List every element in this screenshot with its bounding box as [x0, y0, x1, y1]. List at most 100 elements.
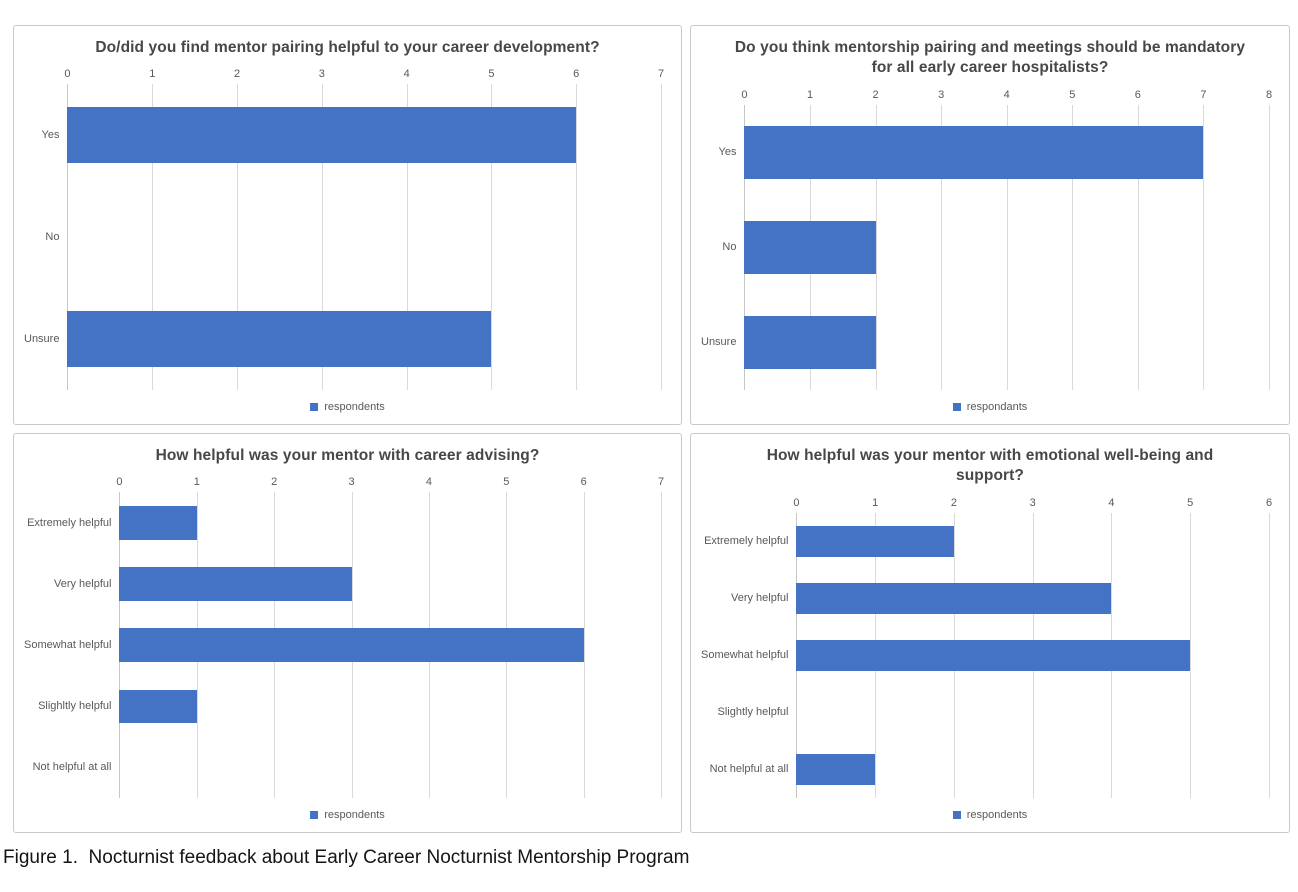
x-tick-label: 6 — [573, 68, 580, 81]
x-tick-label: 3 — [318, 68, 325, 81]
x-tick-label: 2 — [950, 496, 958, 509]
gridline — [1072, 104, 1074, 390]
chart-body: 0 1 2 3 4 5 6 7 Yes No Unsure — [24, 64, 664, 390]
legend-swatch-icon — [310, 403, 319, 411]
category-label: Very helpful — [730, 592, 789, 605]
bar-row — [744, 200, 1269, 295]
axis-corner — [24, 472, 119, 492]
x-axis-ticks: 0 1 2 3 4 5 6 7 — [64, 64, 664, 84]
bar-rows — [119, 492, 661, 798]
gridline — [1269, 104, 1270, 390]
chart-title: Do you think mentorship pairing and meet… — [734, 39, 1246, 77]
chart-body: 0 1 2 3 4 5 6 7 Extremely helpful Very helpful So… — [24, 472, 664, 798]
chart-body: 0 1 2 3 4 5 6 Extremely helpful Very helpful Som… — [701, 493, 1273, 798]
legend: respondants — [691, 394, 1289, 420]
gridline — [406, 84, 408, 390]
bar-row — [796, 570, 1269, 627]
bar-row — [119, 492, 661, 553]
x-tick-label: 1 — [193, 476, 200, 489]
legend-label: respondents — [324, 809, 385, 821]
bar — [119, 628, 584, 663]
gridline — [941, 104, 943, 390]
category-axis-labels: Extremely helpful Very helpful Somewhat he… — [24, 492, 119, 798]
x-tick-label: 7 — [1200, 88, 1207, 101]
category-label: Somewhat helpful — [24, 639, 112, 652]
chart-panel-mentor-pairing-helpful: Do/did you find mentor pairing helpful t… — [13, 25, 682, 425]
category-axis-labels: Yes No Unsure — [24, 84, 67, 390]
axis-corner — [24, 64, 67, 84]
gridline — [152, 84, 154, 390]
gridline — [1269, 512, 1270, 798]
category-label: Not helpful at all — [32, 761, 112, 774]
gridline — [1203, 104, 1205, 390]
category-axis-labels: Extremely helpful Very helpful Somewhat he… — [701, 513, 796, 798]
legend-swatch-icon — [952, 811, 961, 819]
category-label: Somewhat helpful — [701, 649, 789, 662]
plot-area — [67, 84, 662, 390]
bar — [744, 316, 876, 369]
x-tick-label: 0 — [64, 68, 71, 81]
legend: respondents — [691, 802, 1289, 828]
gridline — [67, 84, 69, 390]
legend-label: respondents — [324, 401, 385, 413]
category-label: Extremely helpful — [704, 535, 789, 548]
bar — [119, 567, 352, 601]
chart-title: How helpful was your mentor with emotion… — [766, 447, 1214, 485]
gridline — [237, 84, 239, 390]
bar-rows — [67, 84, 661, 390]
bar — [796, 753, 876, 786]
x-tick-label: 0 — [741, 88, 748, 101]
chart-panel-emotional-wellbeing: How helpful was your mentor with emotion… — [690, 433, 1290, 833]
x-axis-ticks: 0 1 2 3 4 5 6 — [793, 493, 1273, 513]
plot-area — [119, 492, 662, 798]
x-tick-label: 5 — [488, 68, 495, 81]
bar — [744, 221, 876, 274]
x-tick-label: 2 — [233, 68, 241, 81]
figure-caption: Figure 1. Nocturnist feedback about Earl… — [3, 847, 690, 868]
bar-rows — [796, 513, 1269, 798]
gridline — [576, 84, 578, 390]
x-tick-label: 1 — [806, 88, 814, 101]
x-axis-ticks: 0 1 2 3 4 5 6 7 — [116, 472, 664, 492]
gridline — [491, 84, 493, 390]
bar-row — [67, 84, 661, 186]
legend-label: respondants — [966, 401, 1028, 413]
bar-rows — [744, 105, 1269, 390]
x-tick-label: 4 — [425, 476, 432, 489]
x-tick-label: 0 — [116, 476, 123, 489]
category-label: Extremely helpful — [27, 517, 112, 529]
bar — [119, 689, 197, 724]
x-tick-label: 2 — [271, 476, 278, 489]
gridline — [1006, 104, 1008, 390]
x-tick-label: 5 — [1069, 88, 1076, 101]
category-label: Slighltly helpful — [38, 700, 112, 713]
chart-title: Do/did you find mentor pairing helpful t… — [95, 39, 600, 56]
bar — [796, 639, 1191, 672]
category-label: No — [45, 231, 60, 244]
plot-area — [744, 104, 1270, 390]
category-label: Yes — [41, 129, 60, 142]
x-tick-label: 4 — [403, 68, 410, 81]
axis-corner — [701, 85, 744, 105]
chart-panel-career-advising: How helpful was your mentor with career … — [13, 433, 682, 833]
bar — [67, 311, 492, 368]
bar — [67, 107, 577, 164]
bar-row — [744, 105, 1269, 200]
x-tick-label: 6 — [1265, 496, 1273, 509]
bar — [119, 506, 197, 540]
x-tick-label: 1 — [872, 496, 879, 509]
category-label: No — [722, 241, 737, 254]
x-tick-label: 4 — [1003, 88, 1010, 101]
x-tick-label: 8 — [1265, 88, 1273, 101]
chart-body: 0 1 2 3 4 5 6 7 8 Yes No Unsure — [701, 85, 1273, 390]
legend-label: respondents — [966, 809, 1028, 821]
category-label: Yes — [718, 146, 737, 159]
bar-row — [796, 684, 1269, 741]
x-tick-label: 1 — [149, 68, 156, 81]
gridline — [321, 84, 323, 390]
category-label: Unsure — [24, 333, 60, 346]
legend-swatch-icon — [310, 811, 319, 819]
x-tick-label: 6 — [580, 476, 587, 489]
axis-corner — [701, 493, 796, 513]
bar — [744, 126, 1204, 179]
